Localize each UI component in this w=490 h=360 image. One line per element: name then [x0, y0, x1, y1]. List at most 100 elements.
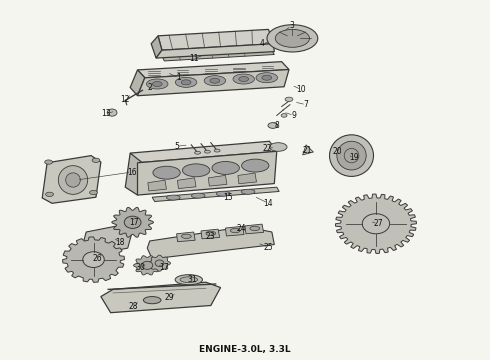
Polygon shape [148, 180, 167, 191]
Polygon shape [225, 226, 244, 236]
Polygon shape [138, 151, 277, 195]
Polygon shape [125, 153, 143, 195]
Ellipse shape [262, 75, 271, 80]
Text: 10: 10 [296, 85, 306, 94]
Polygon shape [147, 226, 274, 259]
Polygon shape [138, 62, 289, 78]
Polygon shape [176, 232, 195, 242]
Polygon shape [238, 173, 256, 184]
Ellipse shape [210, 78, 220, 83]
Text: 29: 29 [165, 293, 174, 302]
Text: 2: 2 [147, 83, 152, 92]
Ellipse shape [83, 252, 104, 267]
Polygon shape [130, 141, 277, 163]
Ellipse shape [204, 76, 226, 86]
Text: 25: 25 [264, 243, 273, 252]
Polygon shape [208, 175, 227, 186]
Text: 17: 17 [160, 264, 169, 273]
Polygon shape [148, 255, 171, 271]
Text: 9: 9 [292, 111, 296, 120]
Text: 24: 24 [236, 224, 246, 233]
Ellipse shape [281, 114, 287, 117]
Polygon shape [156, 44, 274, 58]
Text: 27: 27 [373, 219, 383, 228]
Ellipse shape [175, 77, 197, 87]
Ellipse shape [124, 216, 141, 229]
Ellipse shape [58, 166, 88, 194]
Text: 30: 30 [135, 264, 145, 273]
Ellipse shape [180, 277, 197, 283]
Polygon shape [138, 69, 289, 96]
Ellipse shape [155, 260, 164, 266]
Text: 20: 20 [332, 147, 342, 156]
Polygon shape [63, 237, 124, 282]
Ellipse shape [46, 192, 53, 197]
Ellipse shape [144, 297, 161, 304]
Text: 11: 11 [189, 54, 198, 63]
Text: ENGINE-3.0L, 3.3L: ENGINE-3.0L, 3.3L [199, 345, 291, 354]
Text: 19: 19 [349, 153, 359, 162]
Text: 28: 28 [129, 302, 138, 311]
Polygon shape [303, 145, 314, 155]
Ellipse shape [66, 173, 80, 187]
Ellipse shape [192, 193, 205, 198]
Ellipse shape [256, 73, 277, 83]
Polygon shape [336, 194, 416, 253]
Text: 4: 4 [260, 39, 265, 48]
Ellipse shape [267, 25, 318, 52]
Ellipse shape [230, 228, 240, 233]
Polygon shape [134, 256, 161, 275]
Text: 12: 12 [121, 95, 130, 104]
Ellipse shape [344, 148, 359, 163]
Ellipse shape [204, 150, 210, 153]
Ellipse shape [285, 97, 293, 102]
Text: 31: 31 [187, 275, 197, 284]
Ellipse shape [181, 80, 191, 85]
Ellipse shape [175, 275, 202, 285]
Polygon shape [151, 36, 162, 58]
Text: 16: 16 [127, 168, 136, 177]
Polygon shape [101, 282, 220, 313]
Polygon shape [245, 224, 264, 234]
Ellipse shape [206, 231, 216, 235]
Polygon shape [42, 156, 101, 203]
Ellipse shape [181, 234, 191, 238]
Text: 21: 21 [303, 146, 312, 155]
Ellipse shape [195, 151, 200, 154]
Text: 3: 3 [289, 21, 294, 30]
Polygon shape [130, 70, 145, 96]
Polygon shape [112, 207, 153, 237]
Ellipse shape [107, 109, 117, 116]
Text: 17: 17 [129, 218, 138, 227]
Text: 22: 22 [262, 144, 272, 153]
Text: 8: 8 [274, 121, 279, 130]
Text: 26: 26 [93, 254, 102, 263]
Ellipse shape [275, 30, 310, 47]
Ellipse shape [147, 79, 168, 89]
Ellipse shape [241, 189, 255, 194]
Polygon shape [81, 225, 133, 255]
Ellipse shape [152, 81, 162, 86]
Ellipse shape [233, 74, 254, 84]
Ellipse shape [216, 191, 230, 196]
Polygon shape [162, 50, 274, 61]
Polygon shape [177, 178, 196, 189]
Text: 14: 14 [264, 199, 273, 208]
Ellipse shape [270, 143, 287, 151]
Polygon shape [201, 229, 220, 239]
Ellipse shape [153, 166, 180, 179]
Polygon shape [152, 187, 279, 202]
Text: 18: 18 [116, 238, 125, 247]
Ellipse shape [92, 158, 100, 162]
Ellipse shape [212, 162, 240, 174]
Ellipse shape [167, 195, 180, 200]
Ellipse shape [362, 214, 390, 234]
Ellipse shape [330, 135, 373, 176]
Ellipse shape [239, 77, 248, 81]
Text: 23: 23 [205, 232, 215, 241]
Text: 13: 13 [101, 109, 111, 118]
Text: 5: 5 [174, 142, 179, 151]
Polygon shape [158, 30, 273, 50]
Ellipse shape [337, 141, 366, 170]
Text: 7: 7 [304, 100, 309, 109]
